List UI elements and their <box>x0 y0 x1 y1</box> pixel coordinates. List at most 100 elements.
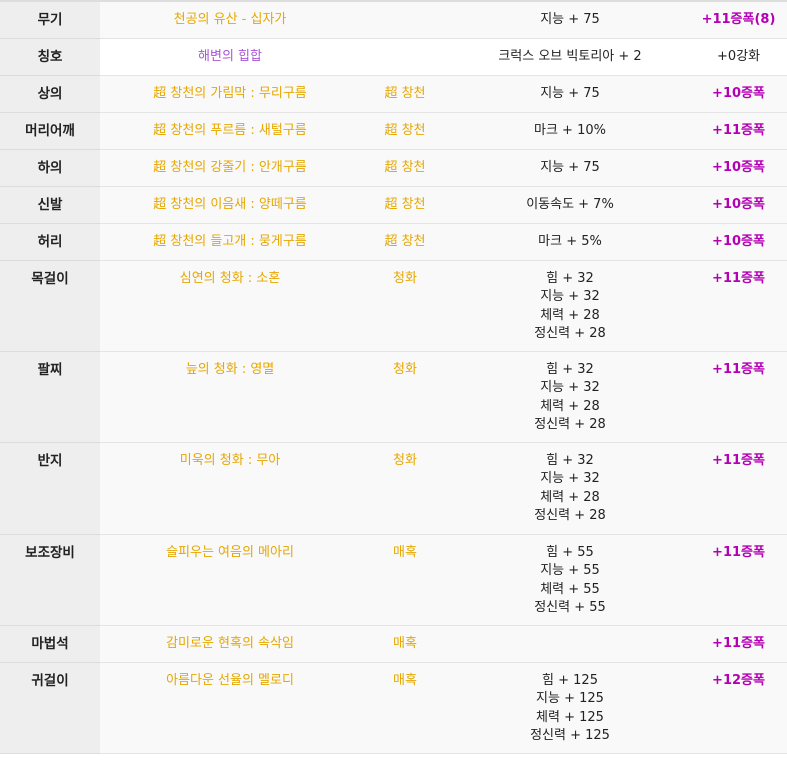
stat-line: 마크 + 10% <box>534 122 606 138</box>
item-name: 늪의 청화 : 영멸 <box>100 351 360 443</box>
item-stats: 힘 + 32 지능 + 32 체력 + 28 정신력 + 28 <box>450 260 690 352</box>
slot-label: 마법석 <box>0 625 100 663</box>
equipment-row: 귀걸이 아름다운 선율의 멜로디 매혹 힘 + 125 지능 + 125 체력 + 125… <box>0 662 787 754</box>
stat-line: 지능 + 75 <box>540 85 600 101</box>
equipment-row: 머리어깨 超 창천의 푸르름 : 새털구름 超 창천 마크 + 10% +11증폭 <box>0 112 787 150</box>
upgrade-level: +11증폭 <box>690 625 787 663</box>
upgrade-level: +10증폭 <box>690 149 787 187</box>
item-stats: 힘 + 32 지능 + 32 체력 + 28 정신력 + 28 <box>450 442 690 535</box>
item-stats: 마크 + 10% <box>450 112 690 150</box>
upgrade-level: +10증폭 <box>690 75 787 113</box>
slot-label: 상의 <box>0 75 100 113</box>
upgrade-level: +12증폭 <box>690 662 787 754</box>
set-name: 청화 <box>360 260 450 352</box>
equipment-row: 보조장비 슬피우는 여음의 메아리 매혹 힘 + 55 지능 + 55 체력 + 55 정신… <box>0 534 787 626</box>
slot-label: 목걸이 <box>0 260 100 352</box>
equipment-row: 칭호 해변의 힙합 크럭스 오브 빅토리아 + 2 +0강화 <box>0 38 787 76</box>
item-stats: 크럭스 오브 빅토리아 + 2 <box>450 38 690 76</box>
item-name: 해변의 힙합 <box>100 38 360 76</box>
stat-line: 힘 + 32 <box>546 361 594 377</box>
set-name: 超 창천 <box>360 112 450 150</box>
top-border <box>0 0 787 2</box>
equipment-row: 마법석 감미로운 현혹의 속삭임 매혹 +11증폭 <box>0 625 787 663</box>
item-name: 감미로운 현혹의 속삭임 <box>100 625 360 663</box>
stat-line: 정신력 + 28 <box>534 417 606 432</box>
set-name: 超 창천 <box>360 223 450 261</box>
item-stats: 힘 + 125 지능 + 125 체력 + 125 정신력 + 125 <box>450 662 690 754</box>
stat-line: 체력 + 125 <box>536 709 604 725</box>
item-stats: 힘 + 55 지능 + 55 체력 + 55 정신력 + 55 <box>450 534 690 626</box>
stat-line: 힘 + 125 <box>542 672 598 688</box>
stat-line: 힘 + 55 <box>546 544 594 560</box>
set-name: 매혹 <box>360 625 450 663</box>
item-name: 超 창천의 푸르름 : 새털구름 <box>100 112 360 150</box>
set-name: 청화 <box>360 442 450 535</box>
upgrade-level: +10증폭 <box>690 186 787 224</box>
item-name: 超 창천의 이음새 : 양떼구름 <box>100 186 360 224</box>
slot-label: 하의 <box>0 149 100 187</box>
item-stats: 지능 + 75 <box>450 2 690 39</box>
stat-line: 지능 + 32 <box>540 471 600 486</box>
stat-line: 지능 + 75 <box>540 159 600 175</box>
slot-label: 팔찌 <box>0 351 100 443</box>
equipment-row: 목걸이 심연의 청화 : 소혼 청화 힘 + 32 지능 + 32 체력 + 28 정신력 … <box>0 260 787 352</box>
upgrade-level: +10증폭 <box>690 223 787 261</box>
set-name: 매혹 <box>360 534 450 626</box>
item-name: 아름다운 선율의 멜로디 <box>100 662 360 754</box>
upgrade-level: +11증폭 <box>690 442 787 535</box>
upgrade-level: +11증폭 <box>690 351 787 443</box>
upgrade-level: +0강화 <box>690 38 787 76</box>
item-name: 천공의 유산 - 십자가 <box>100 2 360 39</box>
set-name: 超 창천 <box>360 186 450 224</box>
slot-label: 칭호 <box>0 38 100 76</box>
set-name: 超 창천 <box>360 149 450 187</box>
item-name: 슬피우는 여음의 메아리 <box>100 534 360 626</box>
equipment-row: 무기 천공의 유산 - 십자가 지능 + 75 +11증폭(8) <box>0 2 787 39</box>
item-stats: 이동속도 + 7% <box>450 186 690 224</box>
upgrade-level: +11증폭 <box>690 534 787 626</box>
stat-line: 지능 + 32 <box>540 289 600 304</box>
slot-label: 보조장비 <box>0 534 100 626</box>
upgrade-level: +11증폭 <box>690 112 787 150</box>
set-name: 매혹 <box>360 662 450 754</box>
slot-label: 허리 <box>0 223 100 261</box>
item-stats: 지능 + 75 <box>450 149 690 187</box>
stat-line: 지능 + 55 <box>540 563 600 578</box>
stat-line: 이동속도 + 7% <box>526 196 614 212</box>
upgrade-level: +11증폭 <box>690 260 787 352</box>
item-stats: 힘 + 32 지능 + 32 체력 + 28 정신력 + 28 <box>450 351 690 443</box>
item-name: 超 창천의 강줄기 : 안개구름 <box>100 149 360 187</box>
stat-line: 정신력 + 55 <box>534 600 606 615</box>
set-name <box>360 38 450 76</box>
stat-line: 체력 + 28 <box>540 307 600 323</box>
equipment-row: 허리 超 창천의 들고개 : 뭉게구름 超 창천 마크 + 5% +10증폭 <box>0 223 787 261</box>
stat-line: 마크 + 5% <box>538 233 602 249</box>
stat-line: 지능 + 75 <box>540 12 600 27</box>
slot-label: 반지 <box>0 442 100 535</box>
stat-line: 체력 + 28 <box>540 398 600 414</box>
item-name: 심연의 청화 : 소혼 <box>100 260 360 352</box>
stat-line: 체력 + 55 <box>540 581 600 597</box>
stat-line: 힘 + 32 <box>546 452 594 468</box>
item-stats <box>450 625 690 663</box>
item-name: 超 창천의 가림막 : 무리구름 <box>100 75 360 113</box>
stat-line: 지능 + 32 <box>540 380 600 395</box>
stat-line: 크럭스 오브 빅토리아 + 2 <box>498 48 642 64</box>
slot-label: 무기 <box>0 2 100 39</box>
stat-line: 정신력 + 28 <box>534 508 606 523</box>
equipment-row: 팔찌 늪의 청화 : 영멸 청화 힘 + 32 지능 + 32 체력 + 28 정신력 + … <box>0 351 787 443</box>
upgrade-level: +11증폭(8) <box>690 2 787 39</box>
item-name: 미욱의 청화 : 무아 <box>100 442 360 535</box>
equipment-row: 신발 超 창천의 이음새 : 양떼구름 超 창천 이동속도 + 7% +10증폭 <box>0 186 787 224</box>
equipment-row: 하의 超 창천의 강줄기 : 안개구름 超 창천 지능 + 75 +10증폭 <box>0 149 787 187</box>
stat-line: 정신력 + 28 <box>534 326 606 341</box>
item-stats: 마크 + 5% <box>450 223 690 261</box>
slot-label: 신발 <box>0 186 100 224</box>
stat-line: 힘 + 32 <box>546 270 594 286</box>
equipment-row: 상의 超 창천의 가림막 : 무리구름 超 창천 지능 + 75 +10증폭 <box>0 75 787 113</box>
slot-label: 귀걸이 <box>0 662 100 754</box>
item-stats: 지능 + 75 <box>450 75 690 113</box>
